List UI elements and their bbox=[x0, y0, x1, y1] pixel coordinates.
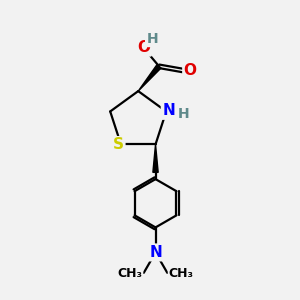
Text: S: S bbox=[113, 137, 124, 152]
Text: H: H bbox=[178, 107, 189, 121]
Text: CH₃: CH₃ bbox=[169, 267, 194, 280]
Text: H: H bbox=[146, 32, 158, 46]
Polygon shape bbox=[153, 144, 158, 172]
Text: CH₃: CH₃ bbox=[117, 267, 142, 280]
Text: O: O bbox=[137, 40, 150, 55]
Text: N: N bbox=[162, 103, 175, 118]
Text: O: O bbox=[184, 63, 197, 78]
Polygon shape bbox=[138, 64, 161, 91]
Text: N: N bbox=[149, 245, 162, 260]
